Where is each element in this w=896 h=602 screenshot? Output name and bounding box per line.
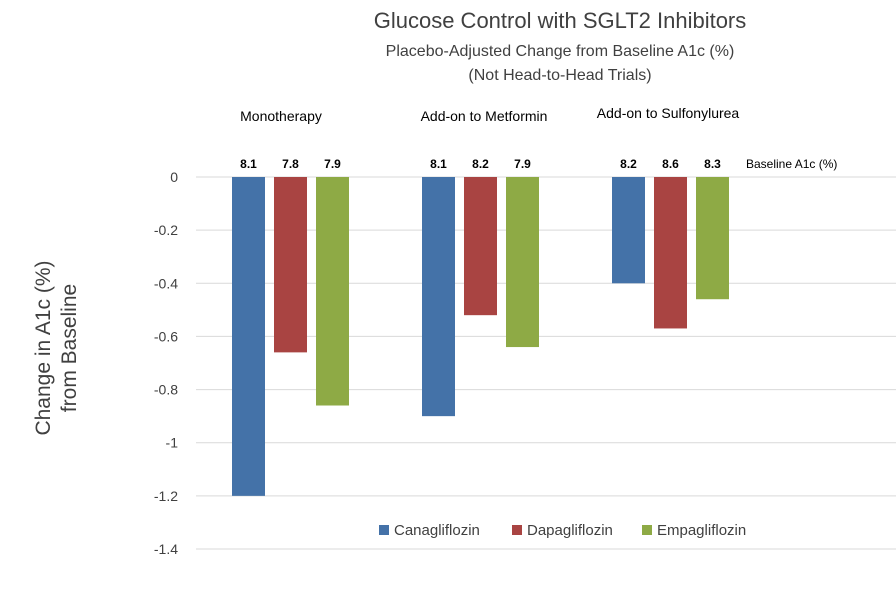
group-label-0: Monotherapy [240,108,322,124]
baseline-value-empagliflozin-2: 8.3 [704,157,721,171]
y-axis-label-line-1: Change in A1c (%) [32,260,55,435]
y-tick-label-5: -1 [166,435,179,451]
legend-swatch-dapagliflozin [512,525,522,535]
baseline-value-dapagliflozin-1: 8.2 [472,157,489,171]
baseline-values: 8.1 8.1 8.2 7.8 8.2 8.6 7.9 7.9 8.3 [240,157,721,171]
chart-subtitle-line-2: (Not Head-to-Head Trials) [468,67,651,84]
y-tick-label-0: 0 [170,169,178,185]
gridlines [196,176,896,550]
baseline-label: Baseline A1c (%) [746,157,837,171]
y-tick-label-1: -0.2 [154,222,178,238]
bar-dapagliflozin-0 [274,177,307,353]
y-tick-label-6: -1.2 [154,488,178,504]
group-labels: Monotherapy Add-on to Metformin Add-on to … [240,105,739,124]
bar-empagliflozin-1 [506,177,539,348]
legend-swatch-canagliflozin [379,525,389,535]
legend: Canagliflozin Dapagliflozin Empagliflozin [379,522,746,539]
baseline-value-dapagliflozin-2: 8.6 [662,157,679,171]
bar-canagliflozin-1 [422,177,455,417]
y-tick-label-4: -0.8 [154,382,178,398]
baseline-value-canagliflozin-2: 8.2 [620,157,637,171]
y-tick-label-7: -1.4 [154,541,178,557]
chart-title: Glucose Control with SGLT2 Inhibitors [374,8,747,33]
legend-swatch-empagliflozin [642,525,652,535]
bar-empagliflozin-0 [316,177,349,406]
baseline-value-canagliflozin-1: 8.1 [430,157,447,171]
y-axis-label-line-2: from Baseline [58,284,81,412]
bars [232,177,729,496]
chart-subtitle-line-1: Placebo-Adjusted Change from Baseline A1… [386,43,735,60]
y-axis-ticks: 0 -0.2 -0.4 -0.6 -0.8 -1 -1.2 -1.4 [154,169,178,557]
bar-empagliflozin-2 [696,177,729,300]
bar-canagliflozin-0 [232,177,265,496]
legend-label-empagliflozin: Empagliflozin [657,522,746,539]
y-tick-label-2: -0.4 [154,275,178,291]
legend-label-dapagliflozin: Dapagliflozin [527,522,613,539]
bar-dapagliflozin-2 [654,177,687,329]
baseline-value-canagliflozin-0: 8.1 [240,157,257,171]
group-label-2: Add-on to Sulfonylurea [597,105,740,121]
baseline-value-empagliflozin-0: 7.9 [324,157,341,171]
baseline-value-empagliflozin-1: 7.9 [514,157,531,171]
y-tick-label-3: -0.6 [154,328,178,344]
bar-dapagliflozin-1 [464,177,497,316]
legend-label-canagliflozin: Canagliflozin [394,522,480,539]
group-label-1: Add-on to Metformin [421,108,548,124]
baseline-value-dapagliflozin-0: 7.8 [282,157,299,171]
bar-canagliflozin-2 [612,177,645,284]
